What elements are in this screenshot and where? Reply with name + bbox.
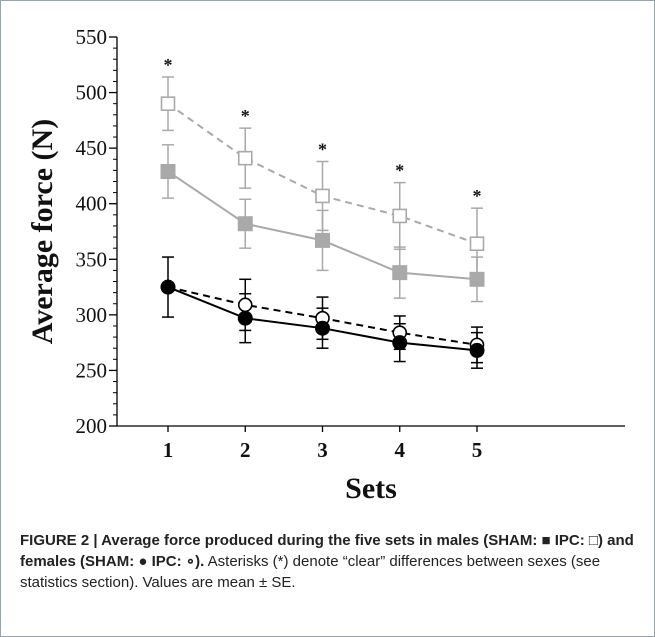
marker-filled-square [315,232,330,248]
marker-open-square [315,188,330,204]
asterisk-annotation: * [318,139,327,159]
x-tick-label: 1 [163,438,174,462]
axes: 200 250 300 350 400 450 500 550 1 2 3 4 5 Sets Average… [26,25,625,505]
x-tick-label: 2 [240,438,251,462]
asterisk-annotation: * [473,186,482,206]
marker-open-square [469,236,485,252]
x-tick-label: 4 [395,438,406,462]
marker-open-square [160,96,176,111]
x-axis-title: Sets [345,472,397,505]
marker-open-circle [237,297,253,313]
figure-caption: FIGURE 2 | Average force produced during… [20,530,640,593]
marker-open-square [237,150,253,166]
marker-filled-circle [160,279,176,295]
asterisk-annotation: * [164,55,173,75]
annotations: * * * * * [164,55,482,206]
marker-filled-square [160,163,176,179]
y-axis-title: Average force (N) [26,119,59,344]
y-tick-label: 450 [76,136,108,160]
marker-filled-circle [315,320,330,336]
y-tick-label: 350 [76,247,108,271]
x-tick-label: 5 [472,438,483,462]
x-tick-label: 3 [317,438,328,462]
caption-description: Asterisks (*) denote “clear” differences… [20,553,601,591]
y-tick-label: 300 [76,303,108,327]
marker-filled-square [392,265,408,281]
marker-filled-circle [392,335,408,351]
marker-filled-square [237,216,253,232]
asterisk-annotation: * [395,161,404,181]
marker-filled-circle [237,310,253,326]
y-tick-label: 200 [76,414,108,438]
asterisk-annotation: * [241,106,250,126]
marker-filled-circle [469,342,485,358]
marker-filled-square [469,271,485,287]
y-tick-label: 250 [76,358,108,382]
y-tick-label: 550 [76,25,108,49]
caption-figure-label: FIGURE 2 | Average force produced during… [20,532,634,570]
marker-open-square [392,208,408,224]
data-markers [160,96,485,358]
y-tick-label: 400 [76,192,108,216]
line-chart: 200 250 300 350 400 450 500 550 1 2 3 4 5 Sets Average… [26,25,625,505]
y-tick-label: 500 [76,81,108,105]
